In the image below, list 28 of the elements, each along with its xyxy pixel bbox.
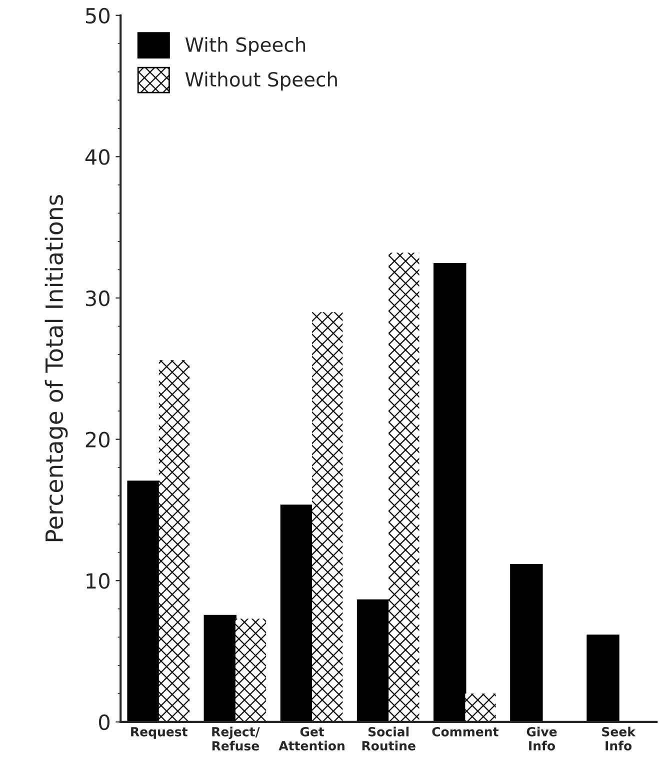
bar (204, 614, 236, 722)
y-tick-label: 50 (86, 8, 110, 24)
bar (235, 618, 266, 722)
y-tick-label: 0 (98, 714, 110, 730)
x-tick-label: Get Attention (278, 727, 344, 750)
y-tick-label: 30 (86, 290, 110, 306)
y-tick-label: 10 (86, 573, 110, 589)
x-tick-label: Request (131, 727, 188, 739)
bar (465, 694, 496, 722)
bar (127, 480, 160, 722)
legend-label: With Speech (185, 36, 306, 56)
bar (280, 504, 314, 722)
bar (158, 360, 190, 722)
bar (434, 263, 466, 722)
x-tick-label: Reject/ Refuse (212, 726, 260, 751)
bar (388, 252, 420, 722)
bar (510, 564, 543, 722)
x-tick-label: Comment (432, 727, 498, 736)
x-tick-label: Seek Info (602, 726, 636, 750)
bar (586, 634, 620, 722)
bar (312, 312, 343, 722)
y-tick-label: 40 (85, 149, 110, 165)
legend-label: Without Speech (185, 72, 337, 90)
y-tick-label: 20 (86, 432, 110, 448)
bar (356, 599, 390, 722)
y-axis-title: Percentage of Total Initiations (44, 195, 68, 542)
x-tick-label: Give Info (526, 726, 557, 750)
x-tick-label: Social Routine (362, 726, 416, 750)
